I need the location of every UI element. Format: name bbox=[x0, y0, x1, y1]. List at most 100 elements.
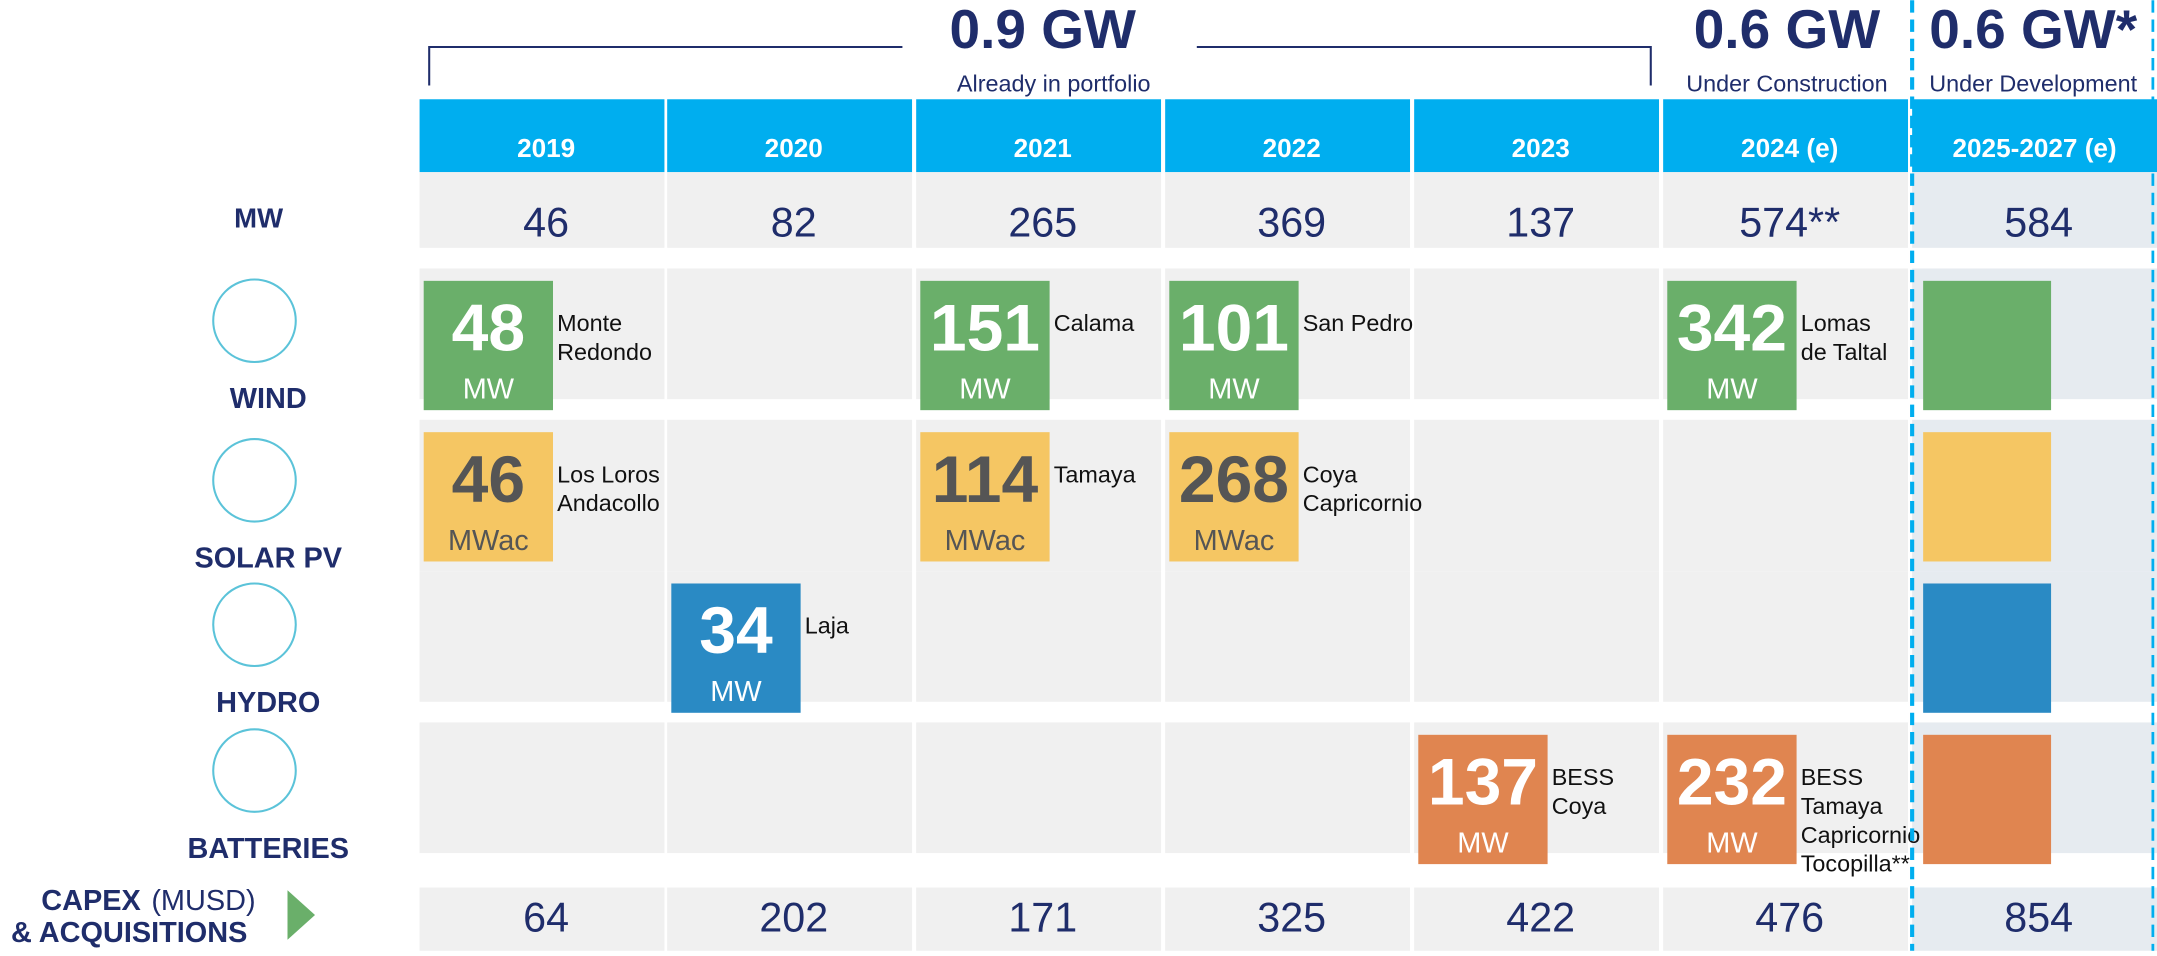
header-cell bbox=[1414, 99, 1660, 173]
arrow bbox=[287, 890, 316, 940]
bracket bbox=[428, 45, 903, 86]
group-value: 0.9 GW bbox=[949, 0, 1136, 60]
mw-value: 82 bbox=[771, 200, 817, 246]
capex-value: 64 bbox=[523, 894, 569, 940]
row-label: MW bbox=[234, 203, 283, 234]
column-header: 2025-2027 (e) bbox=[1953, 133, 2117, 163]
project-name: San Pedro bbox=[1303, 310, 1413, 336]
capex-value: 171 bbox=[1008, 894, 1077, 940]
project-name: Tamaya bbox=[1801, 793, 1883, 819]
row-bg bbox=[1663, 571, 1909, 702]
row-bg bbox=[1663, 419, 1909, 572]
mw-value: 265 bbox=[1008, 200, 1077, 246]
header-cell bbox=[1165, 99, 1411, 173]
row-bg bbox=[916, 887, 1162, 951]
column-header: 2022 bbox=[1263, 133, 1321, 163]
project-box bbox=[1418, 734, 1548, 865]
project-box bbox=[1169, 280, 1299, 411]
capex-value: 325 bbox=[1257, 894, 1326, 940]
project-name: Tocopilla** bbox=[1801, 851, 1910, 877]
row-bg bbox=[1663, 887, 1909, 951]
project-box bbox=[1667, 734, 1797, 865]
header-cell bbox=[419, 99, 665, 173]
capex-value: 422 bbox=[1506, 894, 1575, 940]
mw-value: 584 bbox=[2004, 200, 2073, 246]
mw-value: 369 bbox=[1257, 200, 1326, 246]
group-value: 0.6 GW* bbox=[1929, 0, 2137, 60]
project-unit: MW bbox=[1706, 827, 1758, 859]
capex-label: (MUSD) bbox=[151, 885, 255, 917]
project-unit: MW bbox=[710, 676, 762, 708]
tech-icon bbox=[212, 278, 297, 364]
capex-value: 854 bbox=[2004, 894, 2073, 940]
row-bg bbox=[1414, 571, 1660, 702]
project-name: Andacollo bbox=[557, 490, 660, 516]
row-bg bbox=[1912, 172, 2157, 248]
row-bg bbox=[916, 172, 1162, 248]
row-bg bbox=[667, 268, 913, 400]
project-name: Calama bbox=[1054, 310, 1135, 336]
development-box bbox=[1923, 280, 2052, 411]
project-name: Monte bbox=[557, 310, 622, 336]
project-name: Lomas bbox=[1801, 310, 1871, 336]
project-name: Los Loros bbox=[557, 461, 660, 487]
column-header: 2024 (e) bbox=[1741, 133, 1838, 163]
project-unit: MW bbox=[959, 374, 1011, 406]
project-name: Coya bbox=[1303, 461, 1358, 487]
project-box bbox=[1169, 432, 1299, 562]
row-bg bbox=[419, 887, 665, 951]
project-unit: MW bbox=[1706, 374, 1758, 406]
project-capacity: 46 bbox=[452, 442, 525, 516]
project-name: BESS bbox=[1801, 764, 1863, 790]
row-bg bbox=[667, 419, 913, 572]
row-bg bbox=[1165, 722, 1411, 854]
project-capacity: 137 bbox=[1428, 745, 1538, 819]
capex-label: CAPEX bbox=[41, 885, 140, 917]
mw-value: 46 bbox=[523, 200, 569, 246]
row-label: HYDRO bbox=[216, 687, 320, 719]
row-bg bbox=[667, 722, 913, 854]
tech-icon bbox=[212, 438, 297, 523]
row-bg bbox=[1414, 172, 1660, 248]
project-unit: MWac bbox=[945, 525, 1026, 557]
project-box bbox=[920, 280, 1050, 411]
row-bg bbox=[1414, 887, 1660, 951]
row-bg bbox=[1663, 172, 1909, 248]
capex-label: & ACQUISITIONS bbox=[11, 917, 247, 949]
header-cell bbox=[916, 99, 1162, 173]
project-name: BESS bbox=[1552, 764, 1614, 790]
capex-value: 202 bbox=[759, 894, 828, 940]
tech-icon bbox=[212, 728, 297, 813]
row-bg bbox=[1414, 419, 1660, 572]
project-name: Redondo bbox=[557, 339, 652, 365]
project-name: Capricornio bbox=[1303, 490, 1423, 516]
row-bg bbox=[1165, 887, 1411, 951]
group-label: Already in portfolio bbox=[957, 71, 1151, 97]
row-label: WIND bbox=[230, 383, 307, 415]
row-bg bbox=[916, 571, 1162, 702]
project-capacity: 34 bbox=[699, 593, 773, 667]
project-unit: MW bbox=[1208, 374, 1260, 406]
row-bg bbox=[916, 722, 1162, 854]
project-capacity: 48 bbox=[452, 291, 525, 365]
project-box bbox=[920, 432, 1050, 562]
row-label: SOLAR PV bbox=[194, 543, 342, 575]
project-box bbox=[671, 583, 801, 713]
project-capacity: 114 bbox=[932, 442, 1039, 516]
project-unit: MW bbox=[1457, 827, 1509, 859]
tech-icon bbox=[212, 582, 297, 668]
project-capacity: 232 bbox=[1677, 745, 1787, 819]
bracket bbox=[1196, 45, 1652, 86]
project-name: Coya bbox=[1552, 793, 1607, 819]
row-bg bbox=[1165, 571, 1411, 702]
project-box bbox=[423, 280, 554, 411]
project-box bbox=[423, 432, 554, 562]
row-bg bbox=[667, 172, 913, 248]
development-box bbox=[1923, 583, 2052, 713]
column-header: 2020 bbox=[765, 133, 823, 163]
project-box bbox=[1667, 280, 1797, 411]
development-box bbox=[1923, 432, 2052, 562]
row-bg bbox=[1414, 268, 1660, 400]
project-capacity: 342 bbox=[1677, 291, 1787, 365]
